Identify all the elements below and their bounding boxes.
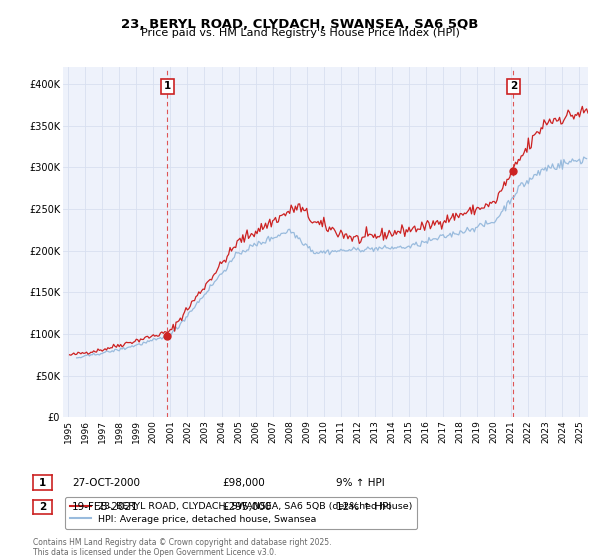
Text: 23, BERYL ROAD, CLYDACH, SWANSEA, SA6 5QB: 23, BERYL ROAD, CLYDACH, SWANSEA, SA6 5Q… <box>121 18 479 31</box>
Text: 9% ↑ HPI: 9% ↑ HPI <box>336 478 385 488</box>
Legend: 23, BERYL ROAD, CLYDACH, SWANSEA, SA6 5QB (detached house), HPI: Average price, : 23, BERYL ROAD, CLYDACH, SWANSEA, SA6 5Q… <box>65 497 417 529</box>
Text: 1: 1 <box>39 478 46 488</box>
Text: Contains HM Land Registry data © Crown copyright and database right 2025.
This d: Contains HM Land Registry data © Crown c… <box>33 538 331 557</box>
Text: £295,000: £295,000 <box>222 502 271 512</box>
Text: £98,000: £98,000 <box>222 478 265 488</box>
Text: 27-OCT-2000: 27-OCT-2000 <box>72 478 140 488</box>
Text: 12% ↑ HPI: 12% ↑ HPI <box>336 502 391 512</box>
Text: 2: 2 <box>39 502 46 512</box>
Text: 2: 2 <box>510 81 517 91</box>
Text: 19-FEB-2021: 19-FEB-2021 <box>72 502 139 512</box>
Text: 1: 1 <box>164 81 171 91</box>
Text: Price paid vs. HM Land Registry's House Price Index (HPI): Price paid vs. HM Land Registry's House … <box>140 28 460 38</box>
